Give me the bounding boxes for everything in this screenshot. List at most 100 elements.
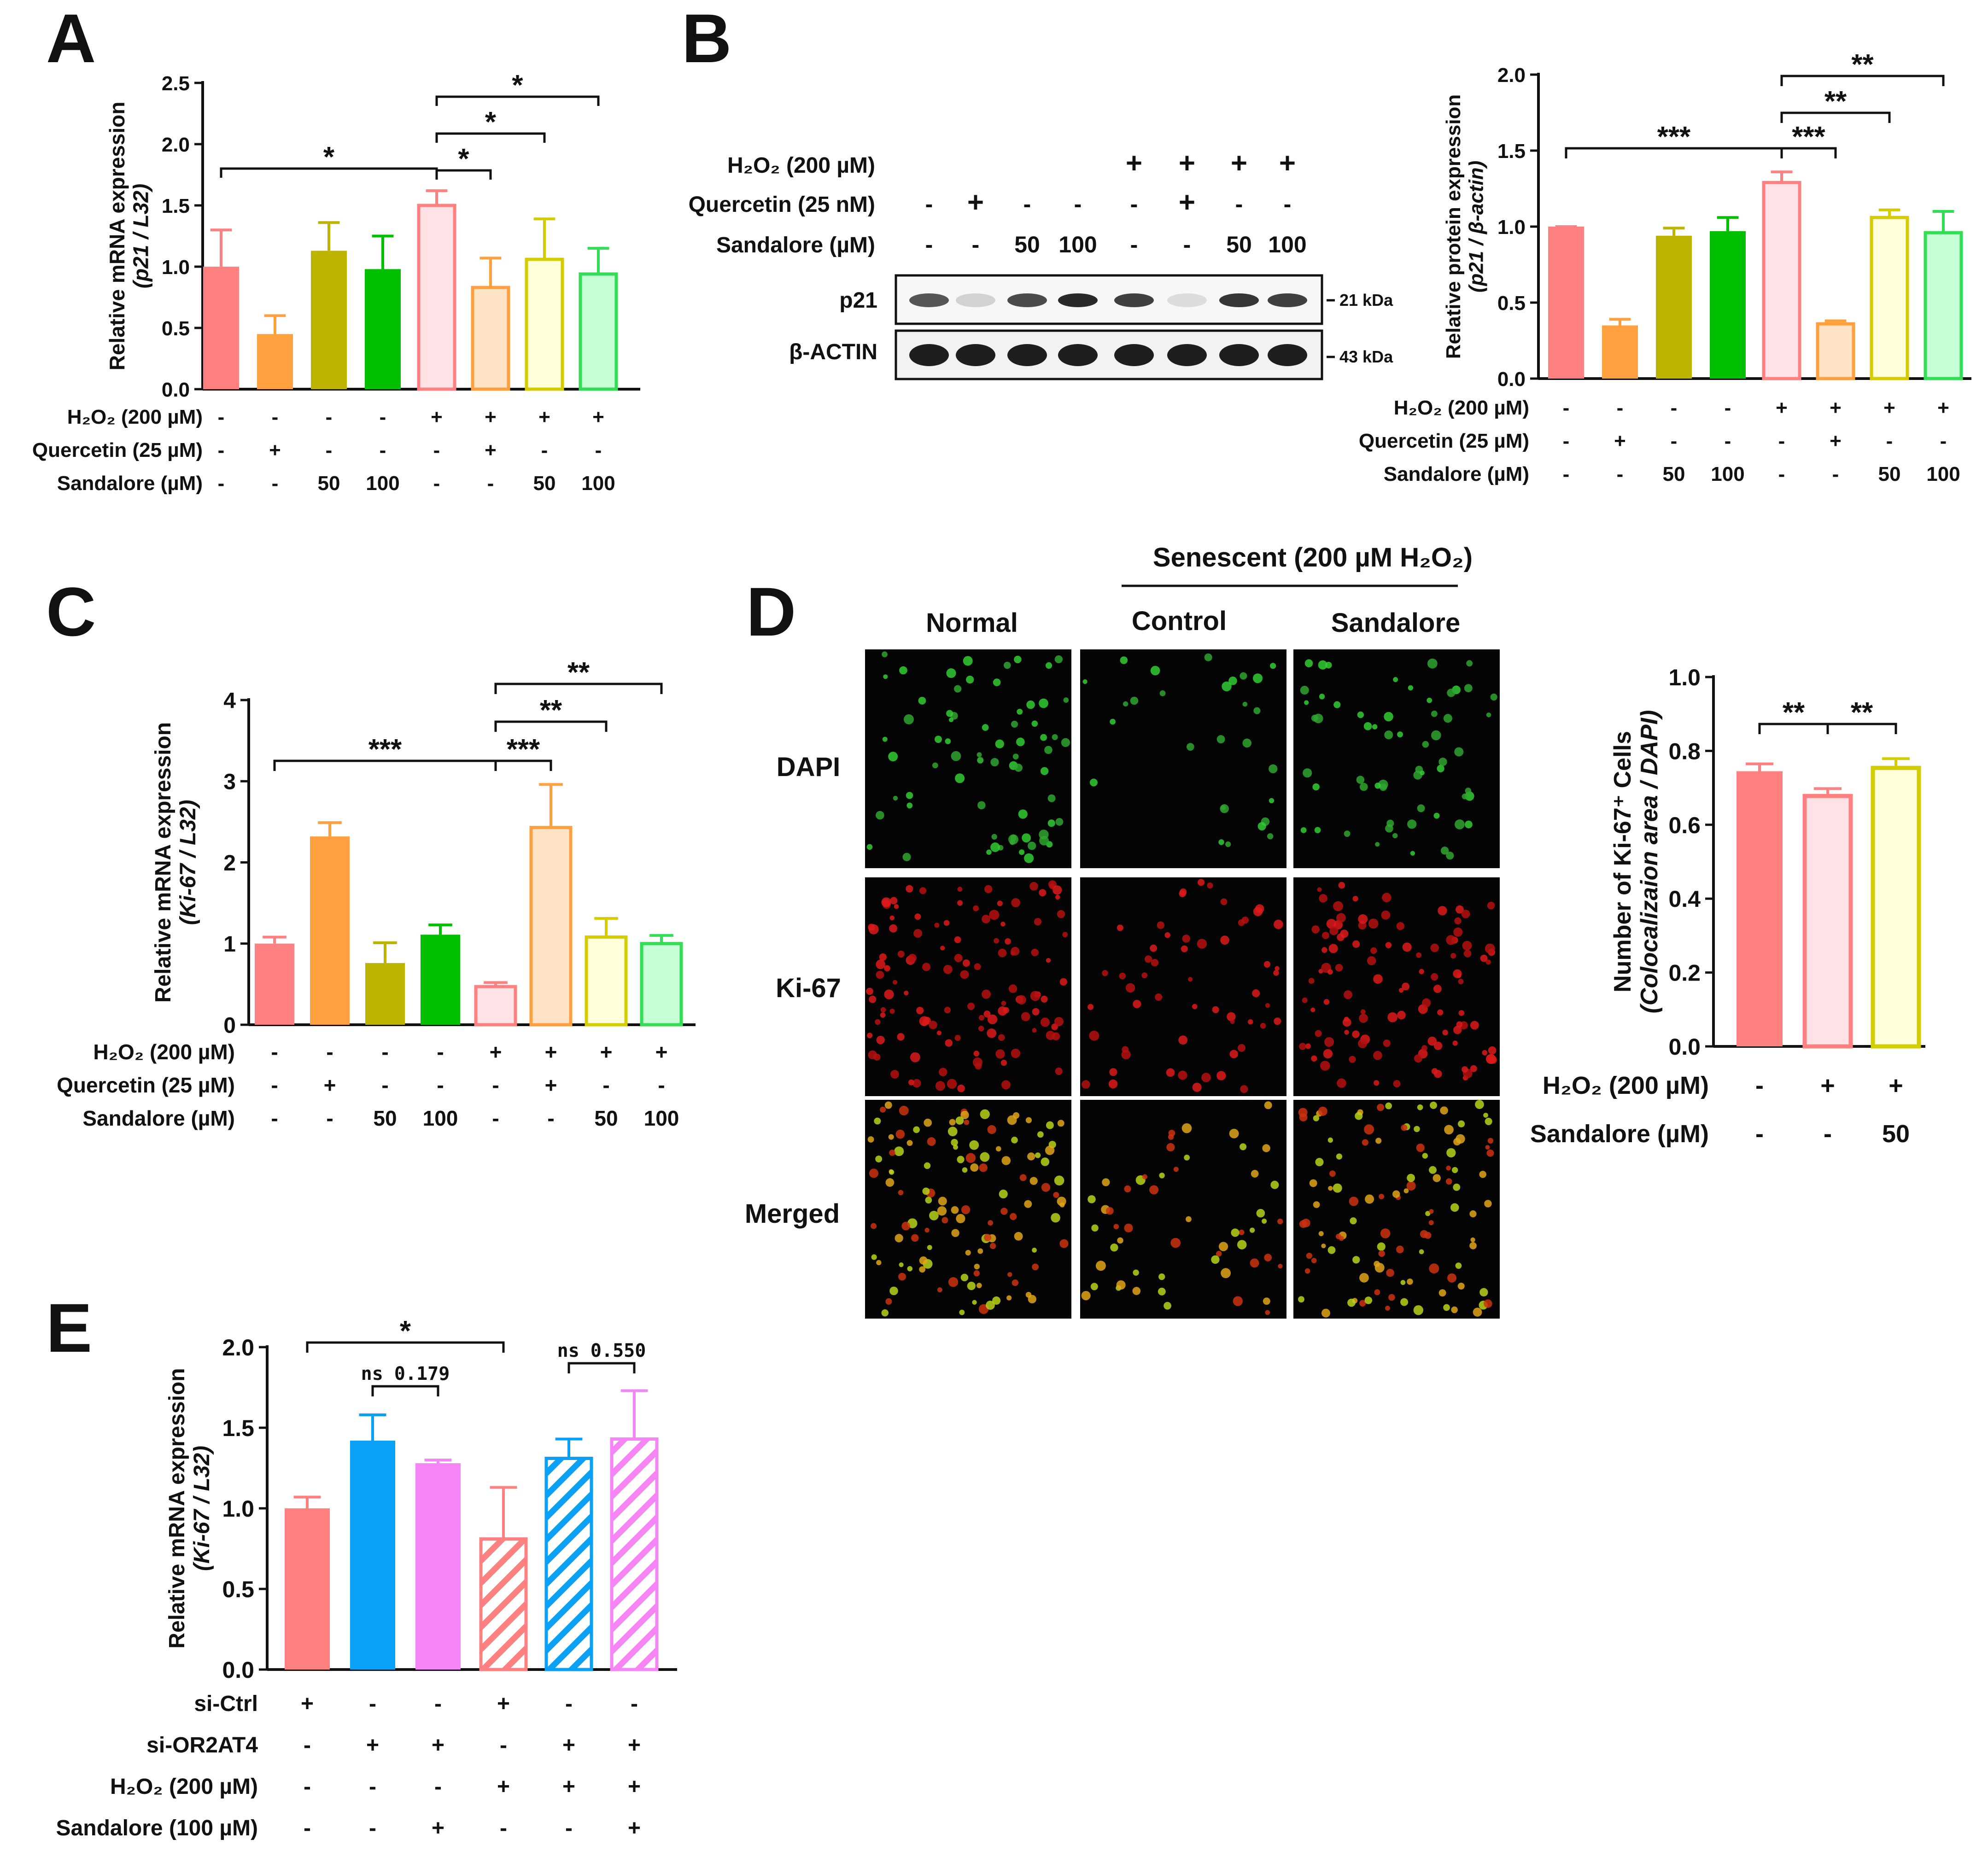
cell-dot	[1450, 1203, 1459, 1212]
cell-dot	[1422, 1153, 1428, 1159]
bar	[350, 1441, 395, 1670]
cell-dot	[1133, 999, 1141, 1009]
cell-dot	[987, 1014, 998, 1024]
treatment-mark: -	[218, 406, 225, 428]
cell-dot	[1231, 1228, 1240, 1237]
treatment-mark: -	[1671, 397, 1678, 419]
y-axis-label: Number of Ki-67⁺ Cells(Colocalizaion are…	[1609, 710, 1663, 1014]
blot-treatment-label: H₂O₂ (200 µM)	[727, 153, 875, 178]
cell-dot	[1125, 983, 1135, 993]
y-tick-label: 4	[223, 689, 236, 713]
cell-dot	[1116, 1280, 1126, 1290]
cell-dot	[990, 842, 1000, 852]
cell-dot	[1446, 1148, 1456, 1158]
cell-dot	[1318, 1106, 1327, 1116]
significance-bracket	[371, 1385, 439, 1396]
cell-dot	[944, 1006, 951, 1014]
cell-dot	[1313, 1115, 1320, 1121]
blot-band	[1219, 344, 1259, 366]
cell-dot	[1321, 1244, 1326, 1249]
cell-dot	[1424, 1232, 1432, 1239]
cell-dot	[1204, 653, 1212, 661]
panel-letter-a: A	[46, 0, 96, 77]
cell-dot	[876, 1035, 885, 1045]
cell-dot	[884, 989, 894, 999]
cell-dot	[1012, 1112, 1020, 1119]
cell-dot	[1485, 1145, 1490, 1150]
cell-dot	[889, 915, 895, 921]
cell-dot	[946, 668, 956, 678]
significance-label: *	[323, 141, 335, 173]
treatment-mark: +	[600, 1040, 613, 1064]
cell-dot	[1430, 943, 1439, 952]
blot-treatment-mark: -	[972, 232, 980, 257]
cell-dot	[935, 1081, 946, 1091]
cell-dot	[1451, 1306, 1458, 1314]
micro-tile-bg	[1080, 877, 1286, 1096]
micro-row-merged: Merged	[745, 1199, 840, 1229]
cell-dot	[945, 1039, 953, 1047]
cell-dot	[1407, 819, 1417, 829]
cell-dot	[1012, 753, 1019, 760]
cell-dot	[1201, 1073, 1211, 1082]
micro-tile-bg	[865, 649, 1071, 868]
cell-dot	[1324, 1037, 1334, 1047]
treatment-mark: 100	[644, 1106, 679, 1130]
cell-dot	[919, 1256, 928, 1265]
cell-dot	[1018, 809, 1028, 819]
cell-dot	[1008, 984, 1017, 993]
y-tick-label: 0.5	[222, 1577, 254, 1602]
cell-dot	[1159, 1173, 1165, 1179]
cell-dot	[995, 1146, 1001, 1152]
cell-dot	[919, 1266, 926, 1273]
cell-dot	[1059, 1239, 1069, 1248]
cell-dot	[1263, 1297, 1270, 1305]
treatment-label: Quercetin (25 µM)	[32, 439, 203, 461]
cell-dot	[982, 724, 989, 731]
cell-dot	[1000, 922, 1006, 927]
cell-dot	[1155, 993, 1163, 1001]
cell-dot	[937, 1287, 942, 1293]
treatment-mark: -	[602, 1073, 609, 1097]
cell-dot	[1312, 783, 1320, 791]
cell-dot	[989, 1243, 996, 1250]
significance-label: ***	[1792, 121, 1825, 153]
cell-dot	[987, 1125, 996, 1134]
blot-band	[1007, 293, 1047, 307]
treatment-mark: -	[1725, 397, 1731, 419]
cell-dot	[1046, 958, 1051, 963]
blot-treatment-mark: +	[1231, 147, 1247, 179]
cell-dot	[1262, 1218, 1267, 1224]
treatment-mark: -	[304, 1816, 311, 1840]
cell-dot	[1192, 1004, 1198, 1010]
significance-bracket	[494, 759, 552, 771]
cell-dot	[1427, 697, 1433, 703]
cell-dot	[1298, 1296, 1304, 1303]
cell-dot	[1378, 1193, 1385, 1200]
cell-dot	[1387, 1012, 1398, 1022]
y-axis-label: Relative protein expression(p21 / β-acti…	[1442, 94, 1487, 359]
treatment-mark: -	[1824, 1120, 1832, 1148]
significance-bracket	[1780, 147, 1837, 158]
treatment-mark: -	[381, 1073, 388, 1097]
cell-dot	[881, 1309, 889, 1317]
treatment-label: Sandalore (µM)	[82, 1106, 235, 1130]
cell-dot	[1011, 1137, 1018, 1144]
cell-dot	[1089, 778, 1098, 787]
cell-dot	[1211, 1255, 1220, 1264]
cell-dot	[898, 1273, 906, 1281]
cell-dot	[1041, 995, 1048, 1003]
y-axis-label: Relative mRNA expression(Ki-67 / L32)	[165, 1368, 214, 1648]
cell-dot	[1384, 730, 1393, 740]
treatment-mark: +	[1830, 430, 1842, 452]
blot-band	[1058, 344, 1098, 366]
cell-dot	[902, 853, 911, 861]
cell-dot	[1396, 1245, 1404, 1254]
cell-dot	[1419, 1249, 1424, 1255]
cell-dot	[1414, 1054, 1422, 1063]
blot-treatment-mark: -	[1235, 191, 1243, 217]
treatment-mark: -	[434, 1692, 442, 1716]
cell-dot	[1039, 889, 1047, 897]
cell-dot	[879, 953, 887, 961]
cell-dot	[1462, 940, 1472, 951]
